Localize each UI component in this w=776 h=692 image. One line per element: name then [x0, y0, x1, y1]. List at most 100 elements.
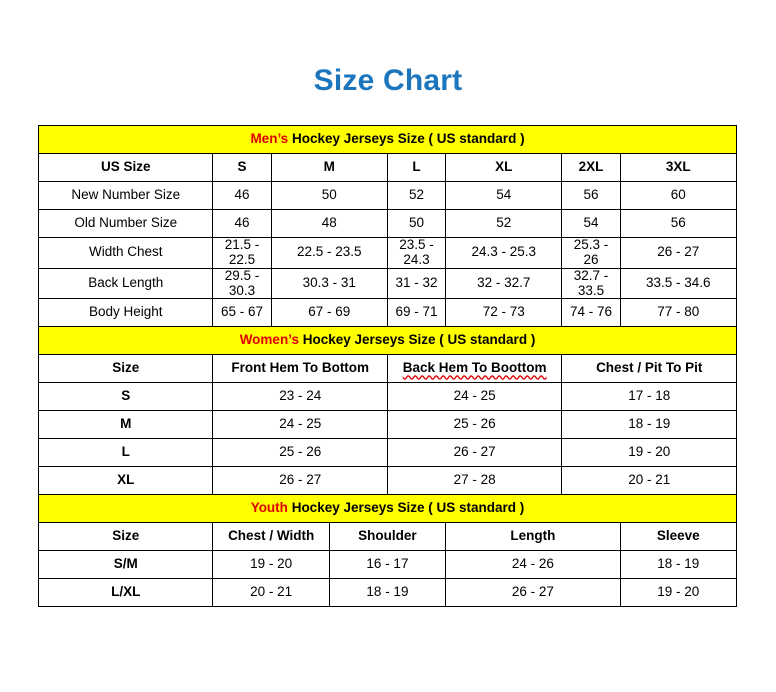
row-label: S/M	[37, 550, 214, 580]
row-label: XL	[37, 466, 214, 496]
cell-value: 72 - 73	[445, 298, 563, 328]
section-banner-row: Youth Hockey Jerseys Size ( US standard …	[38, 494, 737, 524]
row-label: Back Length	[37, 267, 214, 300]
section-banner-row: Men’s Hockey Jerseys Size ( US standard …	[38, 125, 737, 154]
row-label: M	[37, 410, 214, 440]
page-title: Size Chart	[313, 64, 463, 97]
table-row: Width Chest 21.5 - 22.5 22.5 - 23.5 23.5 - …	[37, 237, 738, 269]
table-row: Old Number Size 46 48 50 52 54 56	[37, 209, 738, 238]
misspelled-header-text: Back Hem To Boottom	[402, 360, 547, 376]
cell-value: 54	[445, 181, 563, 210]
cell-value: 67 - 69	[270, 298, 388, 328]
column-header: Length	[445, 522, 621, 552]
cell-value: 46	[212, 209, 272, 238]
column-header: XL	[445, 153, 563, 182]
cell-value: 16 - 17	[328, 550, 447, 580]
table-row: L 25 - 26 26 - 27 19 - 20	[37, 438, 737, 468]
cell-value: 20 - 21	[561, 466, 737, 496]
row-label: Body Height	[37, 298, 214, 328]
cell-value: 20 - 21	[212, 578, 330, 608]
section-banner: Youth Hockey Jerseys Size ( US standard …	[38, 494, 737, 524]
cell-value: 23.5 - 24.3	[386, 237, 447, 269]
cell-value: 19 - 20	[619, 578, 738, 608]
section-banner: Men’s Hockey Jerseys Size ( US standard …	[38, 125, 737, 154]
cell-value: 18 - 19	[328, 578, 447, 608]
column-header-row: Size Front Hem To Bottom Back Hem To Boott…	[37, 354, 737, 384]
cell-value: 26 - 27	[619, 237, 738, 269]
column-header: Size	[37, 354, 214, 384]
cell-value: 69 - 71	[386, 298, 447, 328]
cell-value: 24 - 26	[445, 550, 621, 580]
row-label: S	[37, 382, 214, 412]
table-row: L/XL 20 - 21 18 - 19 26 - 27 19 - 20	[37, 578, 738, 608]
column-header: Chest / Pit To Pit	[561, 354, 737, 384]
table-row: M 24 - 25 25 - 26 18 - 19	[37, 410, 737, 440]
cell-value: 33.5 - 34.6	[619, 267, 738, 300]
size-chart-body: Men’s Hockey Jerseys Size ( US standard …	[37, 125, 738, 608]
cell-value: 32.7 - 33.5	[561, 267, 621, 300]
cell-value: 19 - 20	[212, 550, 330, 580]
section-banner-text: Hockey Jerseys Size ( US standard )	[288, 131, 525, 147]
section-category-label: Youth	[250, 500, 288, 516]
section-category-label: Women’s	[239, 332, 299, 348]
cell-value: 26 - 27	[386, 438, 563, 468]
column-header: S	[212, 153, 272, 182]
row-label: L/XL	[37, 578, 214, 608]
table-row: S 23 - 24 24 - 25 17 - 18	[37, 382, 737, 412]
cell-value: 24.3 - 25.3	[445, 237, 563, 269]
cell-value: 52	[386, 181, 447, 210]
cell-value: 54	[561, 209, 621, 238]
cell-value: 48	[270, 209, 388, 238]
cell-value: 46	[212, 181, 272, 210]
cell-value: 56	[561, 181, 621, 210]
cell-value: 24 - 25	[386, 382, 563, 412]
column-header: 3XL	[619, 153, 738, 182]
cell-value: 17 - 18	[561, 382, 737, 412]
cell-value: 25 - 26	[386, 410, 563, 440]
table-row: XL 26 - 27 27 - 28 20 - 21	[37, 466, 737, 496]
cell-value: 56	[619, 209, 738, 238]
cell-value: 52	[445, 209, 563, 238]
section-banner-row: Women’s Hockey Jerseys Size ( US standar…	[38, 326, 737, 356]
cell-value: 29.5 - 30.3	[212, 267, 272, 300]
cell-value: 30.3 - 31	[270, 267, 388, 300]
cell-value: 60	[619, 181, 738, 210]
row-label: L	[37, 438, 214, 468]
cell-value: 26 - 27	[212, 466, 388, 496]
column-header: Front Hem To Bottom	[212, 354, 388, 384]
cell-value: 74 - 76	[561, 298, 621, 328]
column-header-row: US Size S M L XL 2XL 3XL	[37, 153, 738, 182]
row-label: New Number Size	[37, 181, 214, 210]
column-header: Sleeve	[619, 522, 738, 552]
cell-value: 31 - 32	[386, 267, 447, 300]
column-header: L	[386, 153, 447, 182]
section-banner: Women’s Hockey Jerseys Size ( US standar…	[38, 326, 737, 356]
cell-value: 19 - 20	[561, 438, 737, 468]
table-row: S/M 19 - 20 16 - 17 24 - 26 18 - 19	[37, 550, 738, 580]
table-row: New Number Size 46 50 52 54 56 60	[37, 181, 738, 210]
section-banner-text: Hockey Jerseys Size ( US standard )	[298, 332, 536, 348]
cell-value: 50	[270, 181, 388, 210]
size-chart-table: Men’s Hockey Jerseys Size ( US standard …	[37, 125, 738, 608]
cell-value: 24 - 25	[212, 410, 388, 440]
cell-value: 22.5 - 23.5	[270, 237, 388, 269]
cell-value: 18 - 19	[561, 410, 737, 440]
cell-value: 18 - 19	[619, 550, 738, 580]
cell-value: 50	[386, 209, 447, 238]
row-label: Width Chest	[37, 237, 214, 269]
column-header: Shoulder	[328, 522, 447, 552]
table-row: Back Length 29.5 - 30.3 30.3 - 31 31 - 32 32…	[37, 267, 738, 300]
cell-value: 65 - 67	[212, 298, 272, 328]
column-header: Chest / Width	[212, 522, 330, 552]
cell-value: 25.3 - 26	[561, 237, 621, 269]
column-header: US Size	[37, 153, 214, 182]
cell-value: 77 - 80	[619, 298, 738, 328]
section-category-label: Men’s	[250, 131, 289, 147]
column-header: Back Hem To Boottom	[386, 354, 563, 384]
column-header-row: Size Chest / Width Shoulder Length Sleeve	[37, 522, 738, 552]
column-header: M	[270, 153, 388, 182]
cell-value: 27 - 28	[386, 466, 563, 496]
section-banner-text: Hockey Jerseys Size ( US standard )	[287, 500, 525, 516]
cell-value: 23 - 24	[212, 382, 388, 412]
